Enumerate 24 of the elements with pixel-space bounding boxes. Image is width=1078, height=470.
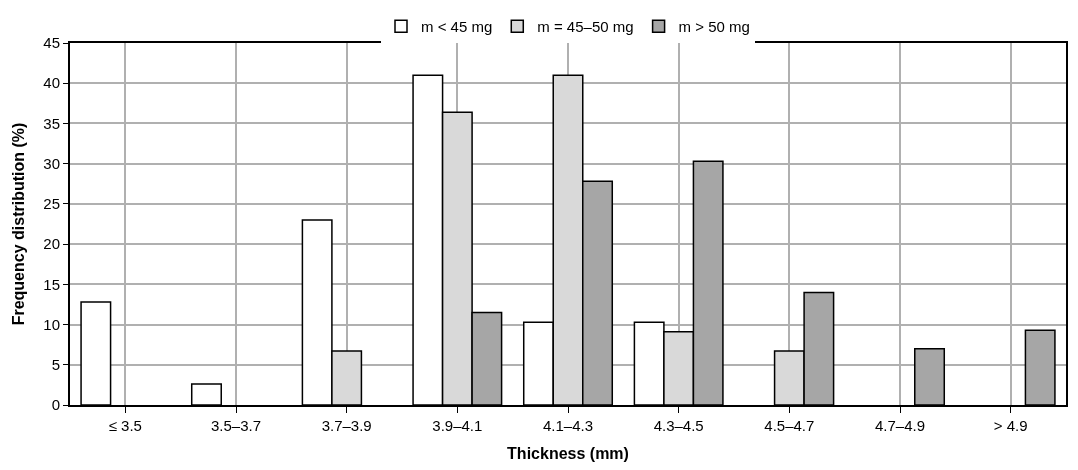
y-tick-label: 15 bbox=[43, 275, 60, 293]
x-tick-label: ≤ 3.5 bbox=[108, 417, 142, 434]
x-axis-title: Thickness (mm) bbox=[507, 445, 629, 463]
x-tick-label: 4.1–4.3 bbox=[542, 417, 594, 434]
y-tick-label: 0 bbox=[51, 396, 60, 414]
x-tick-label: 3.7–3.9 bbox=[321, 417, 372, 434]
y-tick-label: 30 bbox=[43, 154, 60, 172]
x-tick-label: 3.9–4.1 bbox=[432, 417, 483, 434]
y-tick-label: 20 bbox=[43, 235, 60, 253]
y-tick-label: 45 bbox=[43, 34, 60, 52]
x-tick-label: 3.5–3.7 bbox=[210, 417, 262, 434]
x-tick-label: 4.3–4.5 bbox=[653, 417, 704, 434]
x-tick-label: > 4.9 bbox=[993, 417, 1028, 434]
y-tick-label: 40 bbox=[43, 74, 60, 92]
legend-label: m > 50 mg bbox=[678, 18, 750, 36]
y-axis-title: Frequency distribution (%) bbox=[9, 122, 27, 326]
legend-label: m < 45 mg bbox=[421, 18, 493, 36]
y-tick-label: 25 bbox=[43, 195, 60, 213]
x-tick-label: 4.5–4.7 bbox=[764, 417, 815, 434]
legend-label: m = 45–50 mg bbox=[537, 18, 634, 36]
y-tick-label: 10 bbox=[43, 315, 60, 333]
x-tick-label: 4.7–4.9 bbox=[874, 417, 926, 434]
y-tick-label: 5 bbox=[51, 356, 60, 374]
y-tick-label: 35 bbox=[43, 114, 60, 132]
